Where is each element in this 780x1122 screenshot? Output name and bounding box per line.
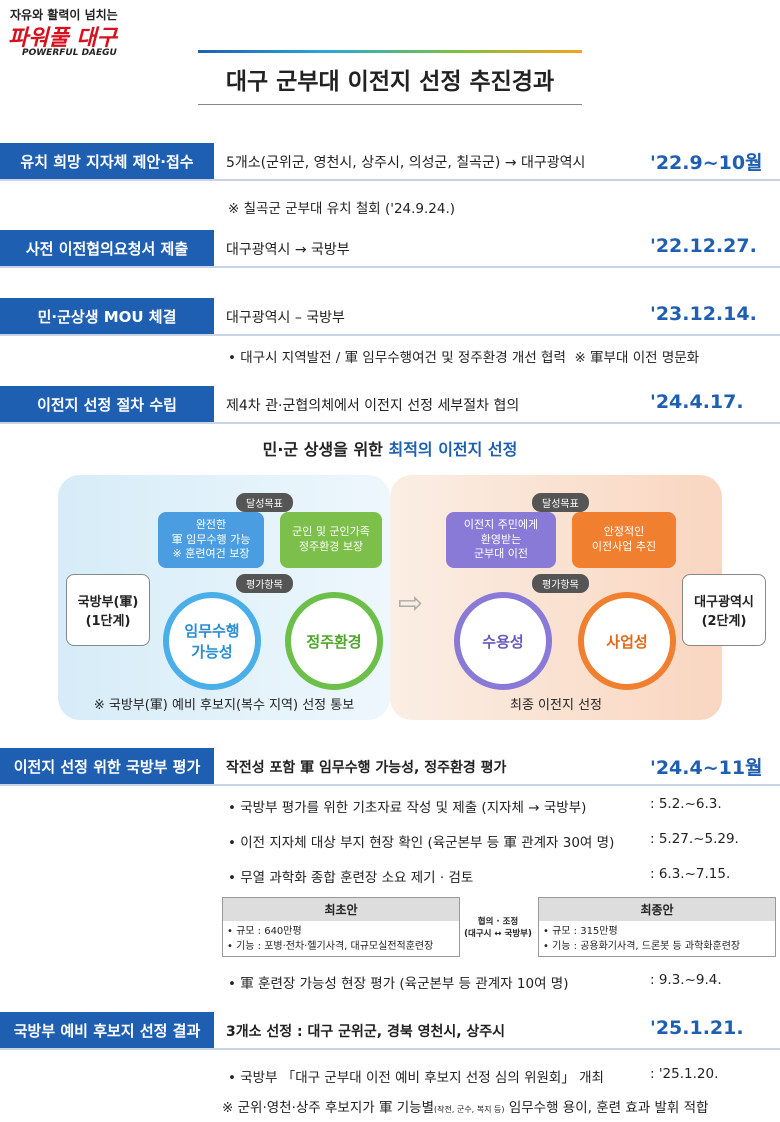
step-desc: 작전성 포함 軍 임무수행 가능성, 정주환경 평가 <box>226 760 507 776</box>
step-row: 사전 이전협의요청서 제출 대구광역시 → 국방부 '22.12.27. <box>0 230 780 268</box>
step-date: '22.12.27. <box>650 235 757 257</box>
compare-before: 최초안 • 규모 : 640만평 • 기능 : 포병·전차·헬기사격, 대규모실전적… <box>222 897 460 957</box>
item-text: • 국방부 평가를 위한 기초자료 작성 및 제출 (지자체 → 국방부) <box>228 800 587 816</box>
step-row: 국방부 예비 후보지 선정 결과 3개소 선정 : 대구 군위군, 경북 영천시,… <box>0 1012 780 1050</box>
footnote-part: 임무수행 용이, 훈련 효과 발휘 적합 <box>508 1100 709 1116</box>
step-row: 이전지 선정 절차 수립 제4차 관·군협의체에서 이전지 선정 세부절차 협의 '… <box>0 386 780 424</box>
step-row: 민·군상생 MOU 체결 대구광역시 – 국방부 '23.12.14. <box>0 298 780 336</box>
step-label: 민·군상생 MOU 체결 <box>0 298 214 334</box>
step-row: 유치 희망 지자체 제안·접수 5개소(군위군, 영천시, 상주시, 의성군, 칠… <box>0 143 780 181</box>
step-date: '23.12.14. <box>650 303 757 325</box>
step-label: 국방부 예비 후보지 선정 결과 <box>0 1012 214 1048</box>
slogan: 자유와 활력이 넘치는 <box>10 8 118 22</box>
step-desc: 대구광역시 – 국방부 <box>226 310 345 326</box>
item-date: : 5.2.~6.3. <box>650 796 722 812</box>
goal: 이전지 주민에게 환영받는 군부대 이전 <box>446 512 556 568</box>
step-date: '24.4~11월 <box>650 757 763 779</box>
eval: 정주환경 <box>285 592 383 690</box>
goal-pill: 달성목표 <box>236 493 293 512</box>
step-desc: 제4차 관·군협의체에서 이전지 선정 세부절차 협의 <box>226 398 520 414</box>
item-date: : 6.3.~7.15. <box>650 866 731 882</box>
step-label: 유치 희망 지자체 제안·접수 <box>0 143 214 179</box>
side-box: 대구광역시 (2단계) <box>682 574 766 646</box>
step-date: '22.9~10월 <box>650 152 763 174</box>
brand: 파워풀 대구 <box>8 26 117 51</box>
step-date: '24.4.17. <box>650 391 744 413</box>
compare-middle: 협의 · 조정 (대구시 ↔ 국방부) <box>464 917 532 939</box>
goal: 군인 및 군인가족 정주환경 보장 <box>280 512 382 568</box>
compare-title: 최초안 <box>223 898 459 921</box>
item-date: : '25.1.20. <box>650 1066 719 1082</box>
diagram-heading: 민·군 상생을 위한 최적의 이전지 선정 <box>0 436 780 460</box>
step-desc: 대구광역시 → 국방부 <box>226 242 350 258</box>
panel-note: 최종 이전지 선정 <box>510 698 602 713</box>
heading-part: 민·군 상생을 위한 <box>262 440 383 459</box>
step-label: 이전지 선정 위한 국방부 평가 <box>0 748 214 784</box>
item-text: • 무열 과학화 종합 훈련장 소요 제기 · 검토 <box>228 870 474 886</box>
brand-en: POWERFUL DAEGU <box>22 48 117 58</box>
goal: 완전한 軍 임무수행 가능 ※ 훈련여건 보장 <box>158 512 264 568</box>
footnote-small: (작전, 군수, 복지 등) <box>434 1105 505 1114</box>
item-text: • 국방부 「대구 군부대 이전 예비 후보지 선정 심의 위원회」 개최 <box>228 1070 604 1086</box>
step-desc: 3개소 선정 : 대구 군위군, 경북 영천시, 상주시 <box>226 1024 506 1040</box>
step-row: 이전지 선정 위한 국방부 평가 작전성 포함 軍 임무수행 가능성, 정주환경 … <box>0 748 780 786</box>
goal: 안정적인 이전사업 추진 <box>572 512 676 568</box>
item-date: : 5.27.~5.29. <box>650 831 739 847</box>
compare-line: • 기능 : 공용화기사격, 드론봇 등 과학화훈련장 <box>543 941 741 952</box>
note: ※ 칠곡군 군부대 유치 철회 ('24.9.24.) <box>228 201 456 217</box>
step-date: '25.1.21. <box>650 1017 744 1039</box>
eval: 임무수행 가능성 <box>163 592 261 690</box>
compare-title: 최종안 <box>539 898 775 921</box>
item-text: • 軍 훈련장 가능성 현장 평가 (육군본부 등 관계자 10여 명) <box>228 976 569 992</box>
step-label: 사전 이전협의요청서 제출 <box>0 230 214 266</box>
compare-after: 최종안 • 규모 : 315만평 • 기능 : 공용화기사격, 드론봇 등 과학화훈… <box>538 897 776 957</box>
compare-line: • 규모 : 640만평 <box>227 926 302 937</box>
title-rule <box>198 104 582 105</box>
note: • 대구시 지역발전 / 軍 임무수행여건 및 정주환경 개선 협력 ※ 軍부대… <box>228 350 700 366</box>
title: 대구 군부대 이전지 선정 추진경과 <box>225 69 555 95</box>
compare-lines: • 규모 : 640만평 • 기능 : 포병·전차·헬기사격, 대규모실전적훈련장 <box>223 921 459 957</box>
eval: 수용성 <box>454 592 552 690</box>
eval: 사업성 <box>578 592 676 690</box>
title-bar <box>198 50 582 53</box>
arrow: ⇨ <box>398 586 424 621</box>
footnote: ※ 군위·영천·상주 후보지가 軍 기능별(작전, 군수, 복지 등) 임무수행… <box>222 1096 708 1116</box>
compare-lines: • 규모 : 315만평 • 기능 : 공용화기사격, 드론봇 등 과학화훈련장 <box>539 921 775 957</box>
step-label: 이전지 선정 절차 수립 <box>0 386 214 422</box>
eval-pill: 평가항목 <box>532 574 589 593</box>
item-date: : 9.3.~9.4. <box>650 972 722 988</box>
heading-highlight: 최적의 이전지 선정 <box>388 440 518 459</box>
compare: 최초안 • 규모 : 640만평 • 기능 : 포병·전차·헬기사격, 대규모실전적… <box>222 897 776 959</box>
item-text: • 이전 지자체 대상 부지 현장 확인 (육군본부 등 軍 관계자 30여 명… <box>228 835 615 851</box>
goal-pill: 달성목표 <box>532 493 589 512</box>
compare-line: • 규모 : 315만평 <box>543 926 618 937</box>
compare-line: • 기능 : 포병·전차·헬기사격, 대규모실전적훈련장 <box>227 941 434 952</box>
eval-pill: 평가항목 <box>236 574 293 593</box>
side-box: 국방부(軍) (1단계) <box>66 574 150 646</box>
panel-note: ※ 국방부(軍) 예비 후보지(복수 지역) 선정 통보 <box>93 698 355 713</box>
footnote-part: ※ 군위·영천·상주 후보지가 軍 기능별 <box>222 1100 435 1116</box>
step-desc: 5개소(군위군, 영천시, 상주시, 의성군, 칠곡군) → 대구광역시 <box>226 155 586 171</box>
